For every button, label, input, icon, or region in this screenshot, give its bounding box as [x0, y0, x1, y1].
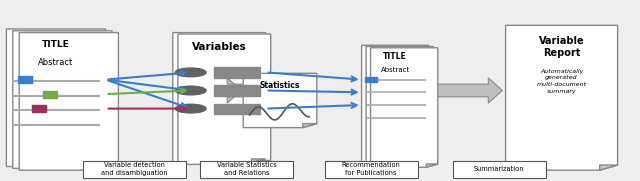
- Text: Variable Statistics
and Relations: Variable Statistics and Relations: [216, 162, 276, 176]
- Circle shape: [175, 86, 206, 95]
- Text: Abstract: Abstract: [381, 67, 410, 73]
- FancyBboxPatch shape: [200, 161, 293, 178]
- Polygon shape: [303, 124, 317, 128]
- Polygon shape: [178, 34, 271, 164]
- FancyBboxPatch shape: [324, 161, 417, 178]
- Bar: [214, 85, 260, 96]
- Polygon shape: [102, 166, 118, 170]
- Polygon shape: [252, 159, 266, 163]
- Bar: [214, 104, 260, 114]
- Polygon shape: [434, 78, 502, 103]
- Polygon shape: [257, 160, 271, 164]
- Polygon shape: [417, 161, 429, 165]
- Polygon shape: [96, 164, 112, 168]
- Polygon shape: [227, 78, 269, 103]
- Polygon shape: [422, 163, 433, 166]
- Polygon shape: [362, 45, 429, 165]
- Polygon shape: [506, 25, 618, 170]
- Polygon shape: [371, 48, 438, 167]
- Text: Summarization: Summarization: [474, 166, 524, 172]
- Text: TITLE: TITLE: [42, 40, 70, 49]
- Polygon shape: [426, 164, 438, 167]
- FancyBboxPatch shape: [453, 161, 545, 178]
- Bar: [365, 77, 377, 82]
- Text: Statistics: Statistics: [260, 81, 300, 90]
- Circle shape: [175, 104, 206, 113]
- Bar: [32, 105, 46, 112]
- Polygon shape: [13, 31, 112, 168]
- Text: Recommendation
for Publications: Recommendation for Publications: [342, 162, 401, 176]
- Polygon shape: [600, 165, 618, 170]
- Polygon shape: [366, 47, 433, 166]
- Polygon shape: [243, 73, 317, 128]
- Text: Abstract: Abstract: [38, 58, 74, 67]
- Bar: [214, 67, 260, 78]
- FancyBboxPatch shape: [83, 161, 186, 178]
- Polygon shape: [173, 33, 266, 163]
- Polygon shape: [19, 33, 118, 170]
- Circle shape: [175, 68, 206, 77]
- Text: Variable detection
and disambiguation: Variable detection and disambiguation: [101, 162, 168, 176]
- Polygon shape: [90, 162, 106, 167]
- Polygon shape: [6, 29, 106, 167]
- Text: TITLE: TITLE: [383, 52, 407, 62]
- Bar: [18, 76, 32, 83]
- Text: Automatically
generated
multi-document
summary: Automatically generated multi-document s…: [536, 69, 587, 94]
- Text: Variables: Variables: [192, 42, 246, 52]
- Text: Variable
Report: Variable Report: [539, 36, 584, 58]
- Bar: [43, 90, 57, 98]
